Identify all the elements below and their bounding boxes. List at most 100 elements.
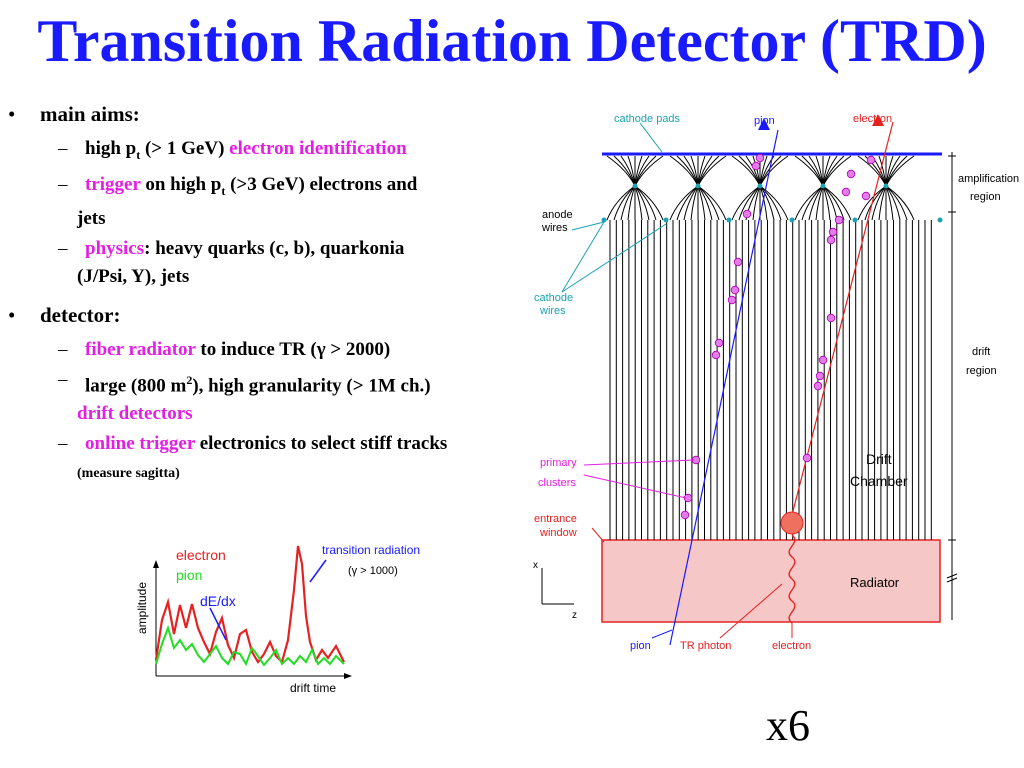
det-fiber-radiator: – fiber radiator to induce TR (γ > 2000): [58, 338, 391, 360]
cluster-dot: [714, 338, 724, 348]
det-drift-detectors: – large (800 m2), high granularity (> 1M …: [58, 368, 431, 424]
cluster-dot: [813, 381, 823, 391]
field-line: [690, 155, 699, 187]
field-line: [878, 185, 887, 221]
field-line: [885, 185, 908, 221]
field-line: [815, 155, 824, 187]
label-clusters: clusters: [538, 477, 576, 489]
cluster-dot: [818, 355, 828, 365]
slide-title: Transition Radiation Detector (TRD): [37, 8, 987, 74]
bullet-main-aims: • main aims:: [8, 102, 140, 126]
anode-wire-dot: [632, 183, 638, 189]
label-amplification: amplification: [958, 173, 1019, 185]
label-electron-bottom: electron: [772, 640, 811, 652]
trd-diagram: cathode pads pion electron anode wires c…: [533, 113, 1019, 652]
cluster-dot: [802, 453, 812, 463]
field-line: [822, 155, 852, 187]
field-line: [634, 185, 657, 221]
anode-wire-dot: [757, 183, 763, 189]
field-line: [808, 185, 824, 221]
pion-track: [669, 129, 779, 646]
field-line: [676, 185, 699, 221]
field-line: [627, 155, 636, 187]
legend-electron: electron: [176, 547, 226, 563]
label-drift: drift: [972, 346, 990, 358]
radiator-box: [601, 539, 941, 623]
cluster-dot: [733, 257, 743, 267]
aim-electron-id: – high pt (> 1 GeV) electron identificati…: [58, 138, 407, 162]
bullet-detector: • detector:: [8, 302, 121, 327]
field-line: [634, 155, 664, 187]
multiplier-label: x6: [766, 701, 810, 750]
label-amplitude: amplitude: [135, 582, 149, 634]
cluster-dot: [730, 285, 740, 295]
cluster-dot: [846, 169, 856, 179]
cathode-wire-dot: [726, 217, 732, 223]
field-line: [731, 185, 761, 221]
field-line: [871, 185, 887, 221]
field-line: [697, 185, 720, 221]
field-line: [606, 185, 636, 221]
cluster-dot: [861, 191, 871, 201]
electron-track: [791, 121, 894, 516]
label-anode-wires: wires: [541, 222, 568, 234]
bullet-list: • main aims: – high pt (> 1 GeV) electron …: [8, 102, 548, 490]
cluster-dot: [826, 313, 836, 323]
det-online-trigger: – online trigger electronics to select st…: [58, 432, 448, 481]
field-line: [634, 185, 650, 221]
label-window: window: [539, 527, 577, 539]
field-line: [885, 185, 894, 221]
label-dedx: dE/dx: [200, 593, 236, 609]
field-line: [627, 185, 636, 221]
label-pion-top: pion: [754, 115, 775, 127]
cluster-dot: [680, 510, 690, 520]
field-line: [822, 185, 852, 221]
field-line: [634, 185, 664, 221]
label-anode: anode: [542, 209, 573, 221]
label-axis-z: z: [572, 610, 577, 621]
electron-signal-line: [154, 545, 345, 665]
signal-plot: electron pion dE/dx transition radiation…: [135, 543, 420, 695]
field-line: [885, 185, 915, 221]
label-drift-time: drift time: [290, 681, 336, 695]
cluster-dot: [866, 155, 876, 165]
field-line: [697, 185, 713, 221]
field-line: [822, 185, 838, 221]
field-line: [864, 185, 887, 221]
field-line: [690, 185, 699, 221]
field-line: [738, 185, 761, 221]
field-line: [759, 185, 789, 221]
label-radiator: Radiator: [850, 575, 900, 590]
wire-lines: [606, 155, 932, 540]
field-line: [794, 185, 824, 221]
field-line: [857, 185, 887, 221]
anode-wire-dot: [820, 183, 826, 189]
field-line: [620, 185, 636, 221]
field-line: [669, 155, 699, 187]
label-cathode: cathode: [534, 292, 573, 304]
cluster-dot: [826, 235, 836, 245]
field-line: [683, 185, 699, 221]
field-line: [794, 155, 824, 187]
cluster-dot: [828, 227, 838, 237]
label-entrance: entrance: [534, 513, 577, 525]
field-line: [613, 185, 636, 221]
field-line: [822, 185, 845, 221]
tr-absorption-blob: [780, 511, 804, 535]
field-line: [752, 185, 761, 221]
field-line: [669, 185, 699, 221]
label-transition-radiation: transition radiation: [322, 543, 420, 557]
cluster-dot: [755, 153, 765, 163]
cluster-dot: [711, 350, 721, 360]
field-line: [822, 185, 831, 221]
legend-pion: pion: [176, 567, 202, 583]
aim-trigger: – trigger on high pt (>3 GeV) electrons a…: [58, 173, 418, 229]
cluster-dot: [834, 215, 844, 225]
label-electron-top: electron: [853, 113, 892, 125]
cluster-dot: [815, 371, 825, 381]
aim-physics: – physics: heavy quarks (c, b), quarkonia…: [58, 237, 405, 287]
field-line: [885, 155, 915, 187]
label-drift-title: Drift: [866, 451, 892, 467]
field-line: [759, 185, 768, 221]
pion-signal-line: [155, 624, 345, 667]
